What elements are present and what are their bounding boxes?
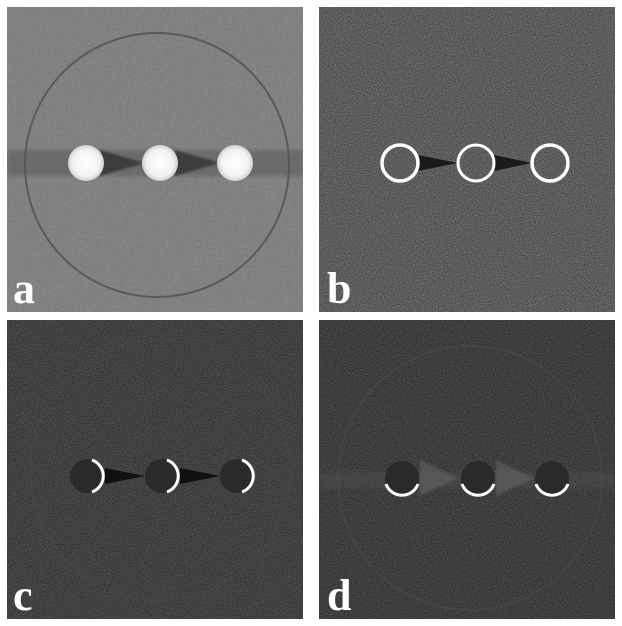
- noise: [319, 7, 615, 312]
- disk: [68, 145, 104, 181]
- panel-label: a: [13, 264, 35, 313]
- panel-label: c: [13, 571, 33, 620]
- panel-a: a: [7, 7, 303, 313]
- panel-d: d: [319, 320, 615, 620]
- figure: a b c d: [0, 0, 622, 626]
- disk: [142, 145, 178, 181]
- panel-label: b: [327, 264, 351, 313]
- panel-c: c: [7, 320, 303, 620]
- disk: [217, 145, 253, 181]
- page: a b c d (() => {: [0, 0, 622, 626]
- panel-label: d: [327, 571, 351, 620]
- panel-b: b: [319, 7, 615, 313]
